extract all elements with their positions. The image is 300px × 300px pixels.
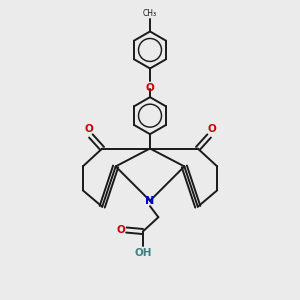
Text: CH₃: CH₃ [143,9,157,18]
Text: O: O [207,124,216,134]
Text: N: N [146,196,154,206]
Text: O: O [84,124,93,134]
Text: OH: OH [134,248,152,258]
Text: O: O [146,82,154,92]
Text: O: O [116,225,125,235]
